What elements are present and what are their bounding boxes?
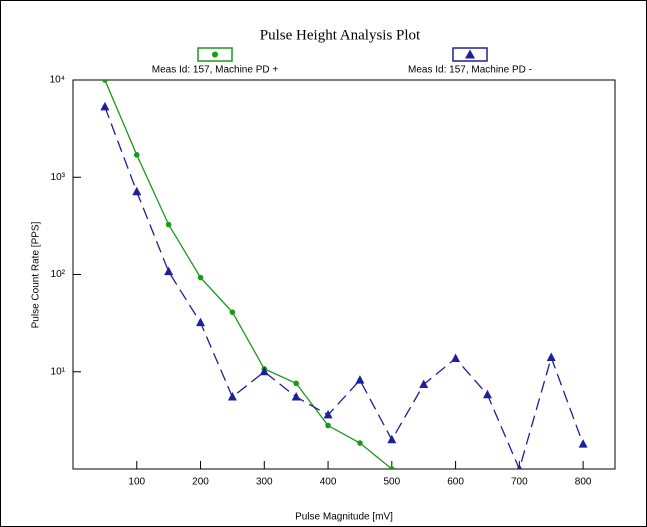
data-point (165, 221, 172, 228)
data-point (355, 375, 365, 384)
data-point (197, 274, 204, 281)
data-point (293, 380, 299, 387)
y-axis-label: Pulse Count Rate [PPS] (31, 221, 42, 328)
y-tick-label: 10¹ (51, 366, 66, 377)
data-point (419, 379, 429, 388)
data-point (133, 152, 140, 158)
x-tick-label: 700 (511, 477, 528, 488)
x-tick-label: 100 (128, 477, 145, 488)
data-point (389, 466, 395, 469)
data-point (291, 391, 301, 401)
data-point (482, 389, 492, 399)
data-point (164, 266, 174, 276)
data-point (578, 439, 588, 448)
series-line (104, 80, 393, 469)
x-tick-label: 500 (383, 477, 400, 488)
plot-layer (100, 80, 588, 469)
data-point (227, 391, 237, 401)
data-point (323, 409, 333, 419)
data-point (196, 317, 206, 327)
data-point (229, 309, 236, 315)
legend-marker (465, 49, 475, 59)
data-point (259, 366, 269, 376)
data-point (102, 80, 108, 83)
data-point (357, 440, 363, 446)
y-tick-label: 10⁴ (50, 75, 65, 86)
data-point (100, 101, 110, 111)
x-tick-label: 600 (447, 477, 464, 488)
x-axis-label: Pulse Magnitude [mV] (295, 512, 393, 523)
data-point (516, 464, 523, 469)
y-tick-label: 10³ (51, 172, 66, 183)
x-tick-label: 400 (320, 477, 337, 488)
data-point (387, 434, 397, 444)
y-tick-label: 10² (51, 269, 66, 280)
data-point (325, 422, 331, 429)
data-point (132, 186, 142, 196)
legend-marker (212, 51, 218, 58)
legend-label: Meas Id: 157, Machine PD + (152, 65, 279, 76)
x-tick-label: 200 (192, 477, 209, 488)
data-point (451, 353, 461, 362)
chart-title: Pulse Height Analysis Plot (260, 27, 421, 43)
data-point (546, 352, 556, 362)
x-tick-label: 300 (256, 477, 273, 488)
legend-label: Meas Id: 157, Machine PD - (408, 65, 532, 76)
series-line (104, 106, 584, 469)
x-tick-label: 800 (575, 477, 592, 488)
